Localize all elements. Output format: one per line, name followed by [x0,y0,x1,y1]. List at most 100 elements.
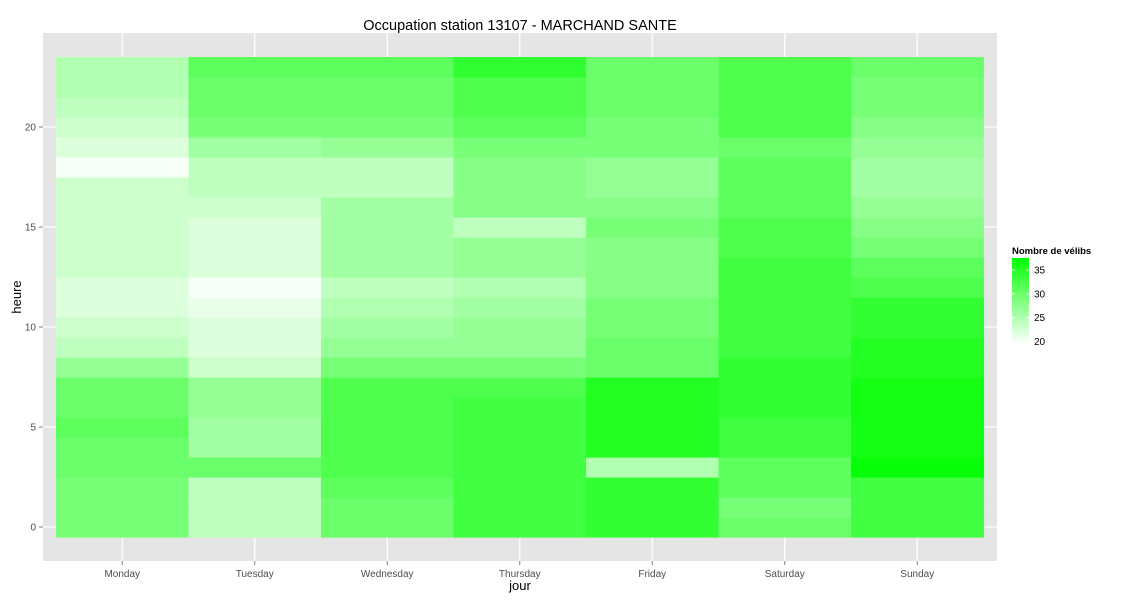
heatmap-cell [851,257,985,278]
heatmap-cell [56,377,190,398]
heatmap-cell [56,237,190,258]
heatmap-cell [851,57,985,78]
heatmap-cell [586,437,720,458]
heatmap-cell [453,437,587,458]
heatmap-cell [56,197,190,218]
heatmap-cell [586,297,720,318]
heatmap-cell [188,97,322,118]
heatmap-cell [851,177,985,198]
heatmap-cells [56,57,985,538]
heatmap-cell [188,337,322,358]
heatmap-cell [851,277,985,298]
heatmap-cell [453,497,587,518]
x-tick-label: Sunday [900,569,934,580]
heatmap-cell [188,377,322,398]
heatmap-cell [188,57,322,78]
legend-tick-label: 20 [1034,337,1046,348]
x-tick-label: Monday [104,569,140,580]
x-axis: Monday Tuesday Wednesday Thursday Friday Satu… [104,561,934,580]
heatmap-cell [453,417,587,438]
heatmap-cell [321,257,455,278]
legend-tick-label: 35 [1034,265,1046,276]
heatmap-cell [851,417,985,438]
heatmap-cell [718,137,852,158]
heatmap-cell [56,397,190,418]
heatmap-cell [56,477,190,498]
heatmap-cell [188,297,322,318]
heatmap-cell [321,77,455,98]
heatmap-cell [188,217,322,238]
heatmap-cell [851,137,985,158]
heatmap-cell [453,117,587,138]
heatmap-cell [56,77,190,98]
heatmap-cell [851,217,985,238]
heatmap-cell [586,317,720,338]
heatmap-cell [188,277,322,298]
heatmap-cell [586,217,720,238]
heatmap-cell [453,377,587,398]
heatmap-cell [188,177,322,198]
heatmap-cell [188,397,322,418]
heatmap-cell [453,397,587,418]
heatmap-cell [56,457,190,478]
heatmap-cell [851,357,985,378]
heatmap-cell [586,397,720,418]
heatmap-cell [321,397,455,418]
heatmap-cell [321,417,455,438]
heatmap-cell [718,517,852,538]
heatmap-cell [851,117,985,138]
heatmap-cell [453,277,587,298]
heatmap-cell [453,77,587,98]
heatmap-cell [188,117,322,138]
heatmap-cell [321,297,455,318]
legend-ticks: 20 25 30 35 [1012,265,1046,348]
heatmap-cell [321,477,455,498]
heatmap-cell [586,77,720,98]
heatmap-cell [851,77,985,98]
heatmap-cell [321,457,455,478]
heatmap-cell [188,197,322,218]
heatmap-cell [586,517,720,538]
legend-colorbar [1012,258,1029,344]
heatmap-cell [453,477,587,498]
heatmap-cell [586,97,720,118]
heatmap-cell [586,337,720,358]
heatmap-cell [453,157,587,178]
y-tick-label: 0 [30,523,36,534]
heatmap-cell [718,417,852,438]
heatmap-cell [453,457,587,478]
heatmap-cell [586,277,720,298]
y-tick-label: 10 [25,323,37,334]
heatmap-cell [586,177,720,198]
heatmap-cell [453,337,587,358]
heatmap-cell [56,437,190,458]
heatmap-cell [321,97,455,118]
heatmap-cell [453,217,587,238]
heatmap-cell [718,197,852,218]
heatmap-cell [188,77,322,98]
heatmap-cell [321,497,455,518]
heatmap-cell [718,237,852,258]
heatmap-cell [851,437,985,458]
heatmap-cell [453,137,587,158]
heatmap-cell [321,57,455,78]
heatmap-cell [188,497,322,518]
heatmap-cell [453,57,587,78]
heatmap-cell [56,497,190,518]
heatmap-cell [321,377,455,398]
heatmap-cell [188,157,322,178]
heatmap-cell [851,477,985,498]
heatmap-cell [453,317,587,338]
heatmap-cell [718,157,852,178]
chart-title: Occupation station 13107 - MARCHAND SANT… [363,18,677,34]
heatmap-cell [321,517,455,538]
heatmap-cell [718,497,852,518]
heatmap-cell [188,417,322,438]
heatmap-cell [188,237,322,258]
legend-title: Nombre de vélibs [1012,246,1091,257]
heatmap-cell [718,257,852,278]
heatmap-cell [851,197,985,218]
heatmap-cell [188,457,322,478]
